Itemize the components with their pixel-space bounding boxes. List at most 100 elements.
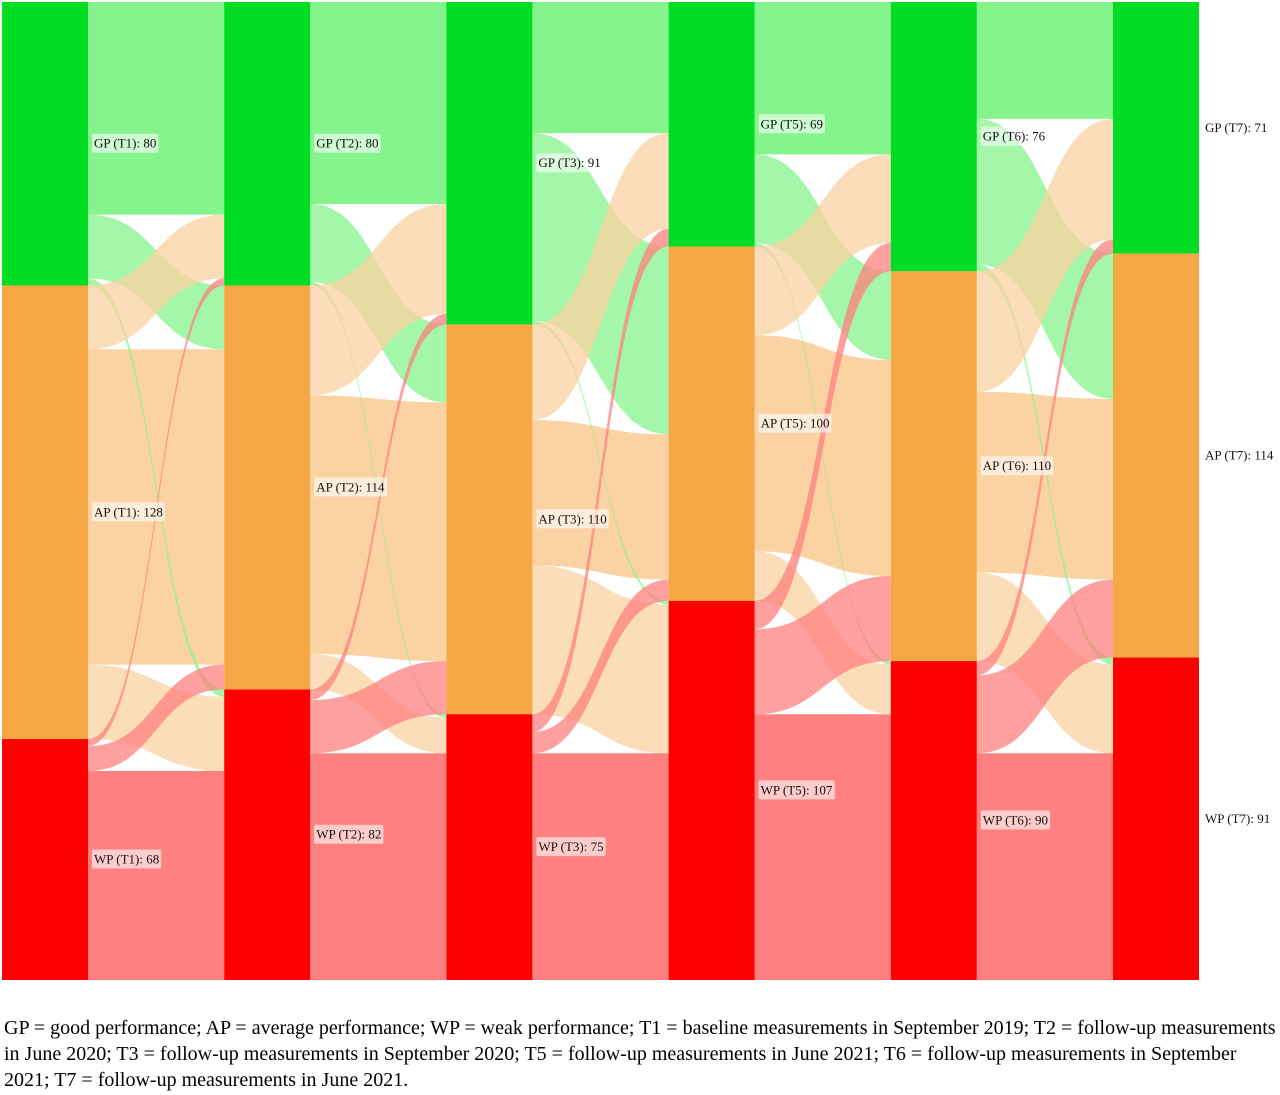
flow-wp-t6-to-ap-t7 (976, 579, 1113, 754)
node-gp-t5 (668, 2, 755, 247)
label-gp-t2: GP (T2): 80 (314, 133, 381, 153)
node-label-background (92, 502, 165, 522)
node-label-text: AP (T1): 128 (94, 504, 163, 519)
node-label-text: WP (T5): 107 (761, 782, 833, 797)
figure-caption: GP = good performance; AP = average perf… (4, 1017, 1276, 1091)
node-label-text: WP (T7): 91 (1205, 811, 1270, 826)
flow-ap-t1-to-gp-t2 (88, 214, 225, 350)
label-gp-t1: GP (T1): 80 (92, 133, 159, 153)
label-wp-t3: WP (T3): 75 (536, 837, 606, 857)
node-gp-t6 (890, 2, 977, 272)
flow-wp-t5-to-wp-t6 (754, 714, 891, 980)
node-label-background (314, 133, 381, 153)
flow-ap-t5-to-gp-t6 (754, 154, 891, 336)
label-ap-t2: AP (T2): 114 (314, 477, 388, 497)
node-wp-t2 (224, 689, 311, 980)
flow-gp-t3-to-wp-t5 (532, 320, 669, 605)
node-label-background (536, 509, 609, 529)
node-label-background (758, 413, 832, 433)
node-label-text: GP (T6): 76 (983, 129, 1046, 144)
node-label-background (536, 837, 606, 857)
node-ap-t1 (2, 285, 88, 740)
label-ap-t5: AP (T5): 100 (758, 413, 832, 433)
label-wp-t1: WP (T1): 68 (92, 849, 162, 869)
label-gp-t3: GP (T3): 91 (536, 153, 603, 173)
flow-wp-t1-to-ap-t2 (88, 664, 225, 771)
node-label-text: AP (T2): 114 (316, 479, 385, 494)
label-wp-t2: WP (T2): 82 (314, 824, 384, 844)
label-gp-t6: GP (T6): 76 (980, 126, 1048, 146)
flow-ap-t6-to-gp-t7 (976, 118, 1113, 392)
node-label-text: AP (T6): 110 (983, 458, 1051, 473)
label-gp-t5: GP (T5): 69 (758, 114, 825, 134)
label-ap-t1: AP (T1): 128 (92, 502, 165, 522)
flow-ap-t6-to-ap-t7 (976, 391, 1113, 580)
node-ap-t6 (890, 271, 977, 662)
node-label-text: GP (T7): 71 (1205, 120, 1267, 135)
node-label-text: GP (T3): 91 (538, 155, 600, 170)
label-gp-t7: GP (T7): 71 (1205, 120, 1267, 135)
flow-ap-t2-to-gp-t3 (310, 203, 447, 396)
flow-wp-t3-to-ap-t5 (532, 579, 669, 754)
flow-gp-t5-to-wp-t6 (754, 242, 891, 665)
node-label-background (758, 780, 835, 800)
node-label-text: WP (T2): 82 (316, 827, 381, 842)
flow-wp-t2-to-wp-t3 (310, 753, 447, 980)
node-label-text: WP (T3): 75 (538, 839, 603, 854)
label-ap-t3: AP (T3): 110 (536, 509, 609, 529)
flow-gp-t3-to-gp-t5 (532, 2, 669, 134)
flow-wp-t6-to-wp-t7 (976, 753, 1113, 980)
node-labels: GP (T1): 80 AP (T1): 128 WP (T1): 68 GP (T2… (92, 114, 1274, 869)
flow-gp-t1-to-wp-t2 (88, 278, 225, 697)
node-label-text: WP (T6): 90 (983, 813, 1048, 828)
flow-gp-t1-to-gp-t2 (88, 2, 225, 215)
label-ap-t7: AP (T7): 114 (1205, 448, 1274, 463)
node-label-background (536, 153, 603, 173)
node-wp-t7 (1113, 657, 1199, 980)
node-ap-t7 (1113, 253, 1199, 658)
node-gp-t2 (224, 2, 311, 286)
node-label-text: WP (T1): 68 (94, 852, 159, 867)
flow-ap-t2-to-ap-t3 (310, 395, 447, 662)
flow-wp-t5-to-gp-t6 (754, 242, 891, 630)
label-wp-t6: WP (T6): 90 (980, 810, 1051, 830)
node-label-background (758, 114, 825, 134)
node-gp-t1 (2, 2, 88, 286)
node-label-text: GP (T2): 80 (316, 136, 378, 151)
node-label-background (92, 133, 159, 153)
flow-ap-t3-to-ap-t5 (532, 420, 669, 580)
label-wp-t5: WP (T5): 107 (758, 780, 835, 800)
flow-wp-t3-to-gp-t5 (532, 228, 669, 732)
stage-nodes (2, 2, 1199, 980)
flow-ap-t3-to-gp-t5 (532, 133, 669, 421)
node-label-background (980, 810, 1051, 830)
node-label-text: GP (T1): 80 (94, 136, 156, 151)
flow-wp-t5-to-ap-t6 (754, 576, 891, 715)
node-ap-t2 (224, 285, 311, 690)
label-wp-t7: WP (T7): 91 (1205, 811, 1270, 826)
node-wp-t1 (2, 739, 88, 980)
flow-gp-t2-to-wp-t3 (310, 281, 447, 718)
node-wp-t3 (446, 714, 533, 980)
node-label-text: GP (T5): 69 (761, 116, 823, 131)
flow-wp-t2-to-gp-t3 (310, 313, 447, 701)
node-label-background (314, 477, 388, 497)
node-label-background (980, 126, 1048, 146)
flow-gp-t6-to-gp-t7 (976, 2, 1113, 119)
node-wp-t6 (890, 661, 977, 980)
node-label-text: AP (T5): 100 (761, 416, 830, 431)
node-label-background (314, 824, 384, 844)
node-ap-t3 (446, 324, 533, 715)
flow-wp-t2-to-ap-t3 (310, 661, 447, 754)
node-ap-t5 (668, 246, 755, 601)
node-label-text: AP (T7): 114 (1205, 448, 1274, 463)
node-label-text: AP (T3): 110 (538, 511, 606, 526)
node-gp-t7 (1113, 2, 1199, 254)
sankey-diagram: GP (T1): 80 AP (T1): 128 WP (T1): 68 GP (T2… (2, 2, 1274, 980)
label-ap-t6: AP (T6): 110 (980, 456, 1054, 476)
flow-gp-t2-to-gp-t3 (310, 2, 447, 204)
node-wp-t5 (668, 600, 755, 980)
node-gp-t3 (446, 2, 533, 325)
flow-wp-t3-to-wp-t5 (532, 753, 669, 980)
node-label-background (980, 456, 1054, 476)
